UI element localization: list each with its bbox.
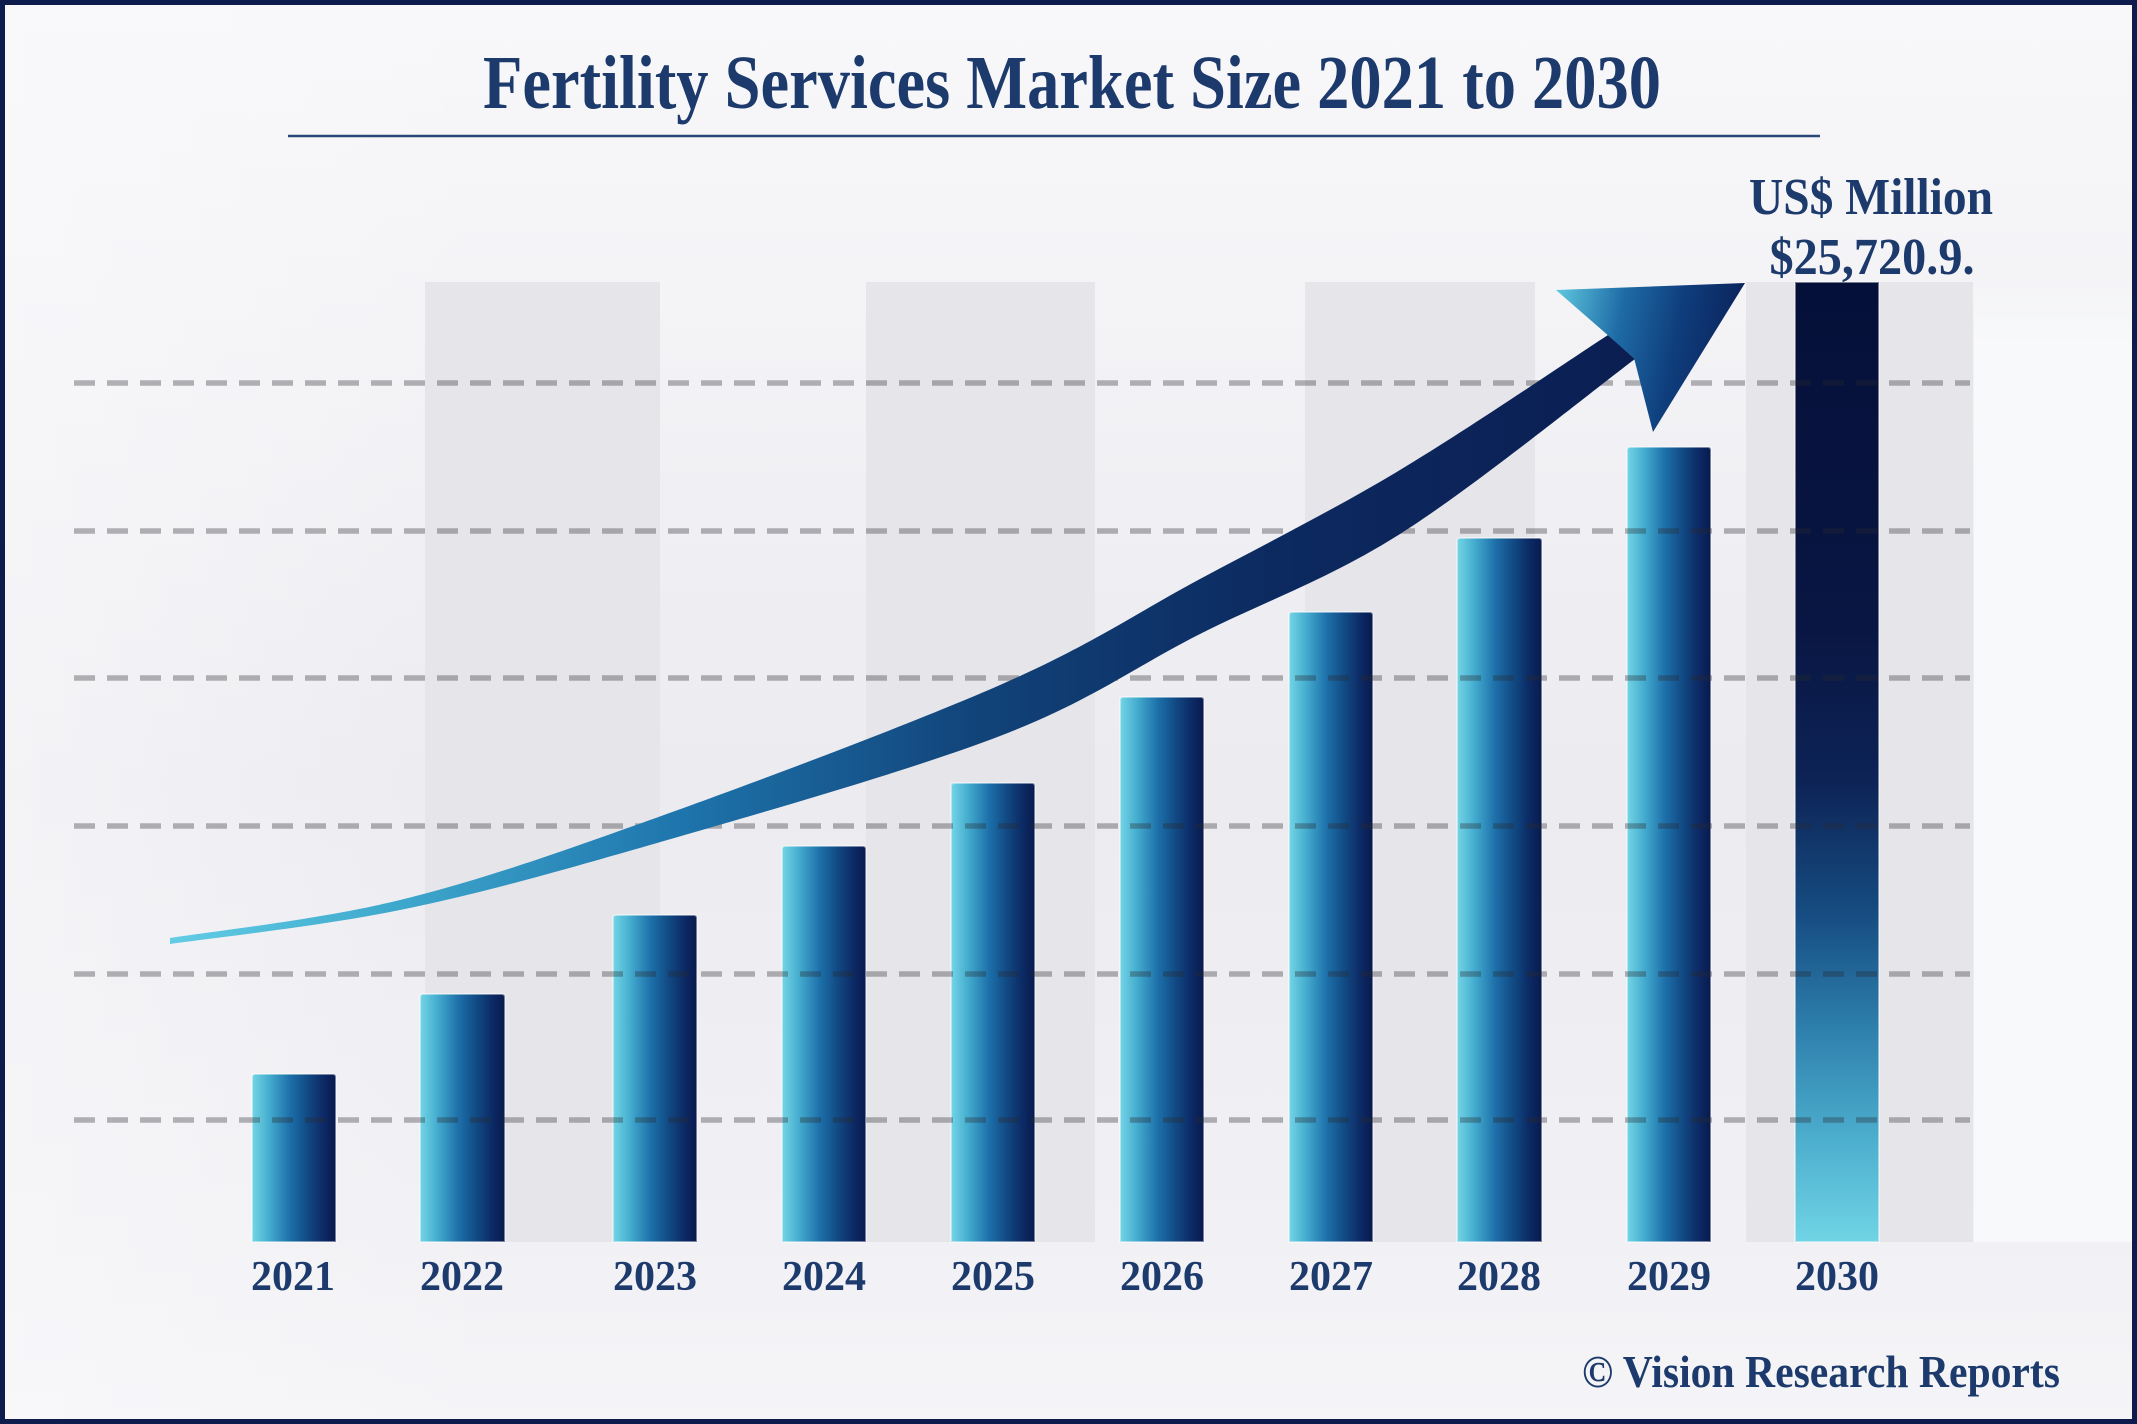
svg-text:2021: 2021 xyxy=(251,1254,335,1300)
svg-text:© Vision Research Reports: © Vision Research Reports xyxy=(1582,1346,2060,1397)
svg-text:2027: 2027 xyxy=(1289,1254,1373,1300)
svg-text:$25,720.9.: $25,720.9. xyxy=(1770,229,1975,286)
svg-text:2028: 2028 xyxy=(1457,1254,1541,1300)
svg-text:2024: 2024 xyxy=(782,1254,866,1300)
svg-text:2023: 2023 xyxy=(613,1254,697,1300)
svg-text:2030: 2030 xyxy=(1795,1254,1879,1300)
svg-text:Fertility Services Market Size: Fertility Services Market Size 2021 to 2… xyxy=(483,41,1661,125)
svg-text:2025: 2025 xyxy=(951,1254,1035,1300)
svg-text:US$ Million: US$ Million xyxy=(1749,169,1993,226)
svg-text:2026: 2026 xyxy=(1120,1254,1204,1300)
svg-text:2022: 2022 xyxy=(420,1254,504,1300)
svg-text:2029: 2029 xyxy=(1627,1254,1711,1300)
